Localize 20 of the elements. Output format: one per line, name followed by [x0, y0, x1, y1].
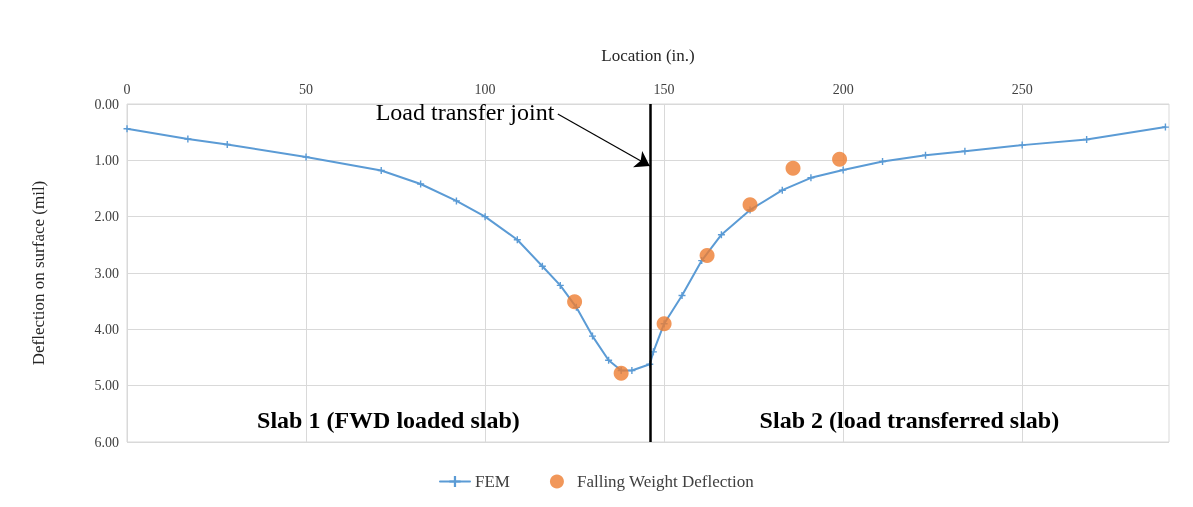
annotation: Load transfer joint: [375, 99, 555, 125]
x-tick-label: 100: [474, 81, 496, 97]
y-tick-label: 2.00: [94, 209, 119, 225]
y-tick-label: 5.00: [94, 378, 119, 394]
x-tick-label: 150: [653, 81, 675, 97]
y-tick-label: 4.00: [94, 321, 119, 337]
y-tick-label: 0.00: [94, 96, 119, 112]
y-axis-title: Deflection on surface (mil): [29, 180, 48, 366]
legend-label: Falling Weight Deflection: [576, 472, 755, 491]
x-tick-label: 50: [299, 81, 314, 97]
y-tick-label: 3.00: [94, 265, 119, 281]
annotation: Slab 2 (load transferred slab): [759, 407, 1060, 433]
x-tick-label: 250: [1011, 81, 1033, 97]
legend-label: FEM: [474, 472, 510, 491]
annotation: Slab 1 (FWD loaded slab): [257, 407, 520, 433]
x-axis-title: Location (in.): [601, 46, 695, 65]
y-tick-label: 6.00: [94, 434, 119, 450]
x-tick-label: 0: [123, 81, 131, 97]
y-tick-label: 1.00: [94, 152, 119, 168]
x-tick-label: 200: [832, 81, 854, 97]
